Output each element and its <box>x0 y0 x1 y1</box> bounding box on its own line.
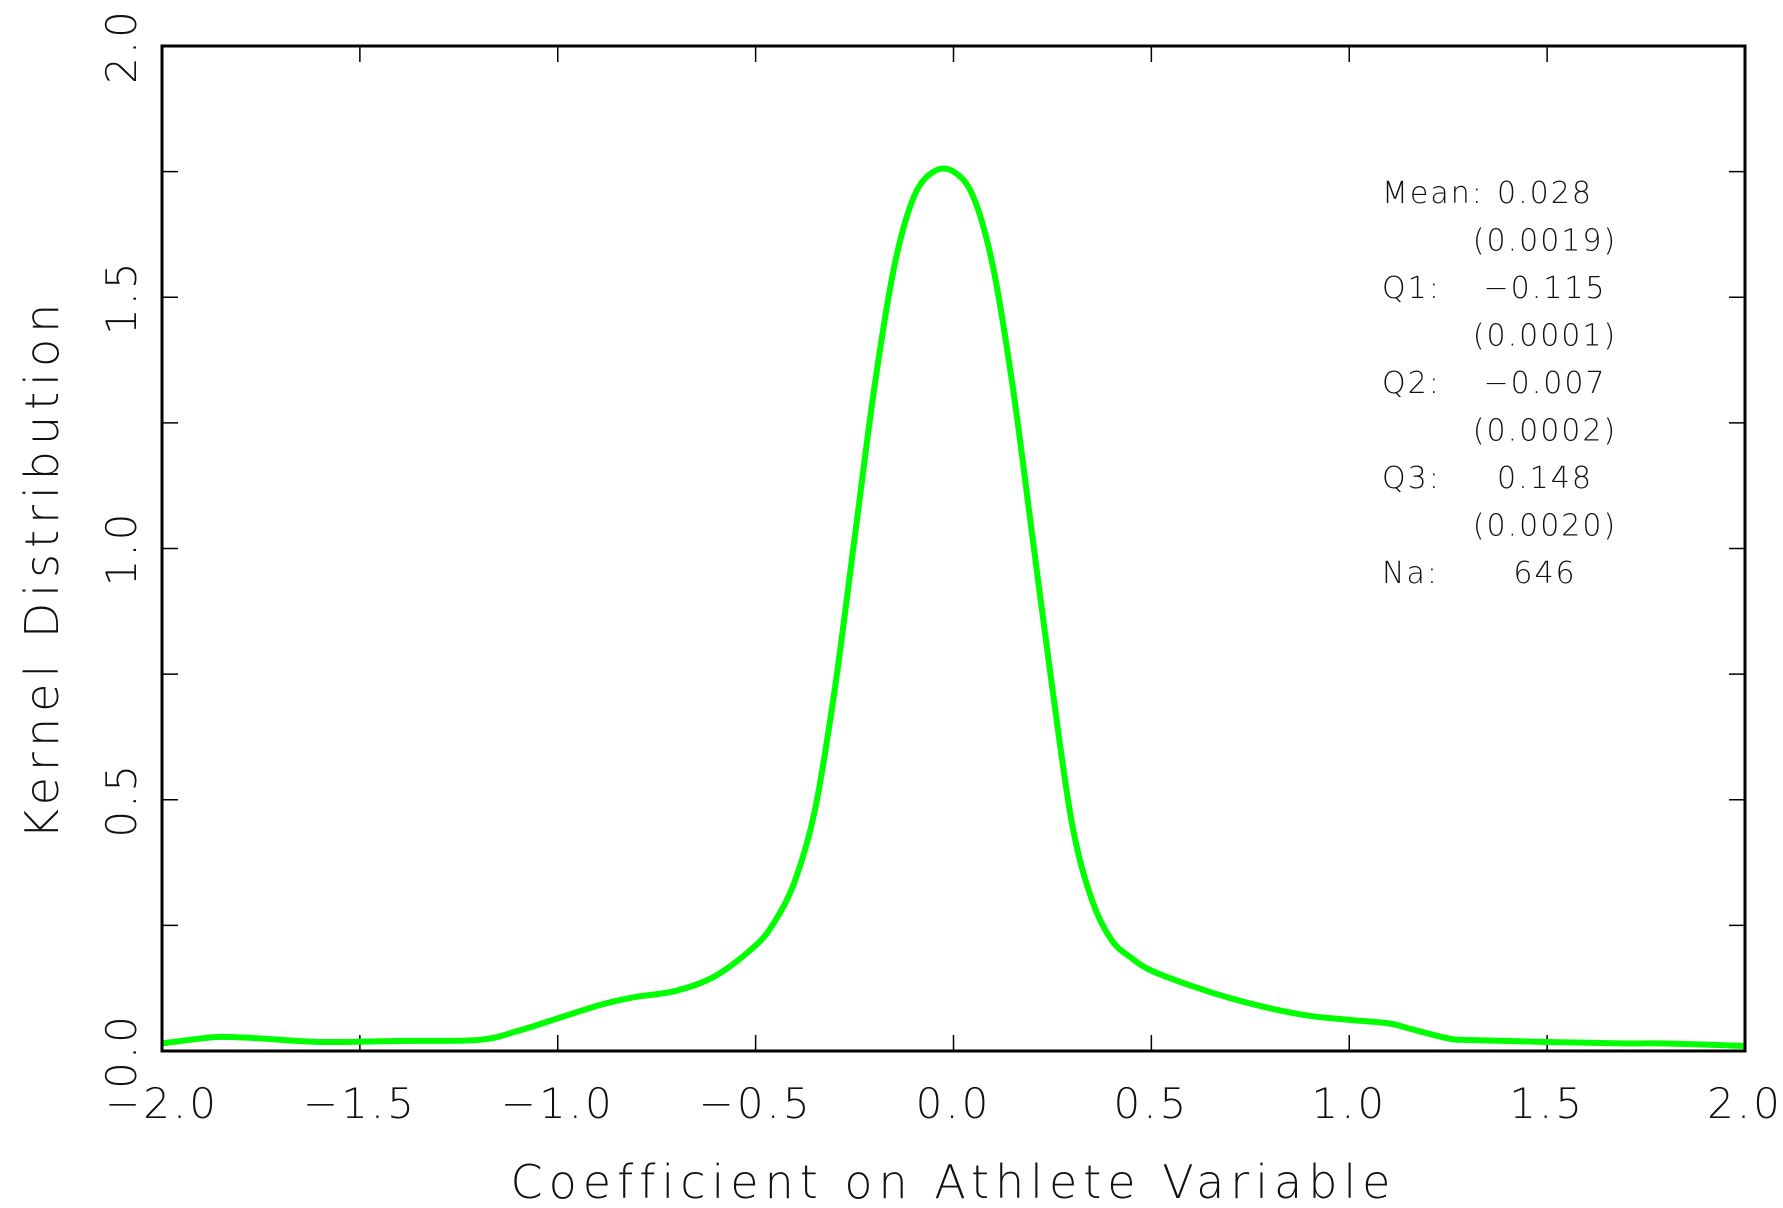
y-tick-label: 2.0 <box>97 8 146 84</box>
stats-value: 0.028 <box>1497 176 1593 211</box>
x-tick-label: 1.5 <box>1509 1079 1585 1128</box>
y-tick-label: 0.5 <box>97 762 146 838</box>
x-tick-label: −1.0 <box>501 1079 615 1128</box>
stats-value: (0.0020) <box>1473 509 1617 544</box>
y-tick-labels: 0.0 0.5 1.0 1.5 2.0 <box>97 8 146 1089</box>
x-tick-label: −2.0 <box>105 1079 219 1128</box>
x-tick-label: 2.0 <box>1707 1079 1783 1128</box>
stats-label: Q1: <box>1382 271 1441 306</box>
stats-value: −0.115 <box>1483 271 1606 306</box>
stats-label: Mean: <box>1382 176 1484 211</box>
stats-value: −0.007 <box>1483 366 1606 401</box>
x-tick-labels: −2.0 −1.5 −1.0 −0.5 0.0 0.5 1.0 1.5 2.0 <box>105 1079 1783 1128</box>
stats-value: (0.0002) <box>1473 414 1617 449</box>
stats-value: (0.0019) <box>1473 224 1617 259</box>
stats-label: Q3: <box>1382 461 1441 496</box>
plot-frame <box>160 44 1747 1053</box>
x-tick-label: 1.0 <box>1311 1079 1387 1128</box>
y-tick-label: 1.5 <box>97 259 146 335</box>
y-tick-label: 0.0 <box>97 1013 146 1089</box>
x-axis-title: Coefficient on Athlete Variable <box>511 1155 1397 1208</box>
y-axis-title: Kernel Distribution <box>15 298 69 840</box>
stats-label: Na: <box>1382 556 1439 591</box>
stats-box: Mean: 0.028 (0.0019) Q1: −0.115 (0.0001) Q2: −0… <box>1382 176 1617 591</box>
x-tick-label: 0.5 <box>1113 1079 1189 1128</box>
stats-value: 0.148 <box>1497 461 1593 496</box>
x-tick-label: −0.5 <box>699 1079 813 1128</box>
curve-layer <box>161 165 1746 1049</box>
stats-label: Q2: <box>1382 366 1441 401</box>
y-tick-label: 1.0 <box>97 511 146 587</box>
stats-value: 646 <box>1513 556 1576 591</box>
density-curve <box>161 165 1746 1049</box>
x-tick-label: 0.0 <box>916 1079 992 1128</box>
x-tick-label: −1.5 <box>303 1079 417 1128</box>
stats-value: (0.0001) <box>1473 319 1617 354</box>
